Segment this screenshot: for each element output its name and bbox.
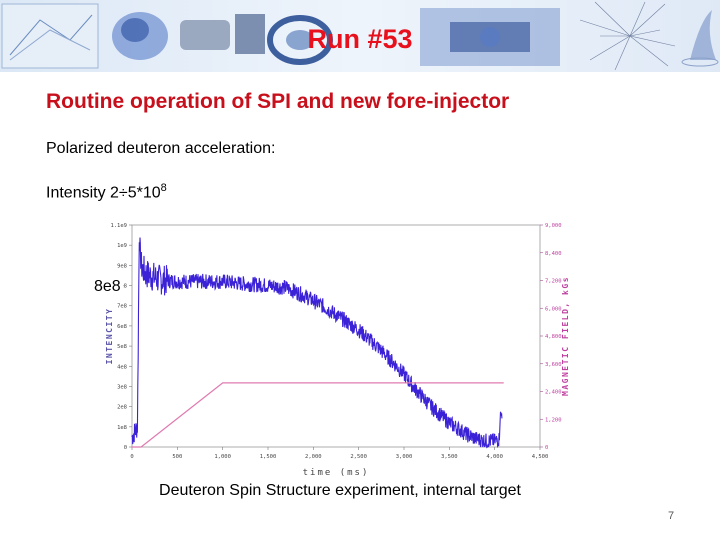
y2-tick-label: 0 [545, 445, 548, 451]
y-tick-label: 0 [124, 445, 127, 451]
magnet-icon [180, 14, 265, 54]
y-tick-label: 1.1e9 [110, 223, 127, 229]
x-axis-label: time (ms) [303, 468, 370, 478]
ring-accelerator-icon [267, 15, 333, 65]
y-tick-label: 3e8 [117, 384, 127, 390]
x-tick-label: 2,000 [305, 454, 322, 460]
y-tick-label: 5e8 [117, 344, 127, 350]
magnetic-field-series-line [132, 382, 504, 448]
y2-tick-label: 4,800 [545, 334, 562, 340]
intensity-series-line [131, 237, 503, 449]
slide-title: Run #53 [307, 24, 413, 54]
accelerator-diagram-icon [1, 3, 99, 69]
intensity-field-chart: 01e82e83e84e85e86e87e88e89e81e91.1e901,2… [100, 215, 570, 480]
intensity-exponent: 8 [160, 182, 167, 194]
y2-axis-label: MAGNETIC FIELD, kGs [561, 276, 570, 396]
particle-cloud-icon [112, 12, 168, 60]
y-tick-label: 7e8 [117, 304, 127, 310]
angel-icon [681, 10, 719, 67]
x-tick-label: 1,000 [214, 454, 231, 460]
slide-caption: Deuteron Spin Structure experiment, inte… [159, 482, 521, 499]
y-axis-label: INTENCITY [105, 308, 114, 365]
y2-tick-label: 1,200 [545, 417, 562, 423]
y-tick-label: 1e8 [117, 425, 127, 431]
chart-annotation: 8e8 [92, 278, 123, 296]
y-tick-label: 9e8 [117, 263, 127, 269]
x-tick-label: 0 [130, 454, 133, 460]
header-banner [0, 0, 720, 72]
y2-tick-label: 2,400 [545, 390, 562, 396]
slide-subtitle: Routine operation of SPI and new fore-in… [46, 90, 510, 113]
page-number: 7 [668, 510, 675, 522]
body-line-intensity: Intensity 2÷5*108 [46, 182, 167, 202]
x-tick-label: 4,000 [486, 454, 503, 460]
x-tick-label: 4,500 [532, 454, 549, 460]
body-line-polarized: Polarized deuteron acceleration: [46, 140, 276, 157]
x-tick-label: 2,500 [350, 454, 367, 460]
plot-frame [131, 224, 541, 448]
x-tick-label: 500 [172, 454, 182, 460]
particle-tracks-icon [579, 1, 676, 71]
x-tick-label: 3,000 [396, 454, 413, 460]
y-tick-label: 6e8 [117, 324, 127, 330]
x-tick-label: 1,500 [260, 454, 277, 460]
y2-tick-label: 3,600 [545, 362, 562, 368]
y2-tick-label: 8,400 [545, 251, 562, 257]
y-tick-label: 4e8 [117, 364, 127, 370]
intensity-text: Intensity 2÷5*10 [46, 184, 161, 202]
y2-tick-label: 6,000 [545, 306, 562, 312]
x-tick-label: 3,500 [441, 454, 458, 460]
chart-svg: 01e82e83e84e85e86e87e88e89e81e91.1e901,2… [105, 223, 570, 478]
detector-icon [420, 8, 560, 66]
y-tick-label: 2e8 [117, 405, 127, 411]
y2-tick-label: 9,000 [545, 223, 562, 229]
y2-tick-label: 7,200 [545, 279, 562, 285]
y-tick-label: 1e9 [117, 243, 127, 249]
